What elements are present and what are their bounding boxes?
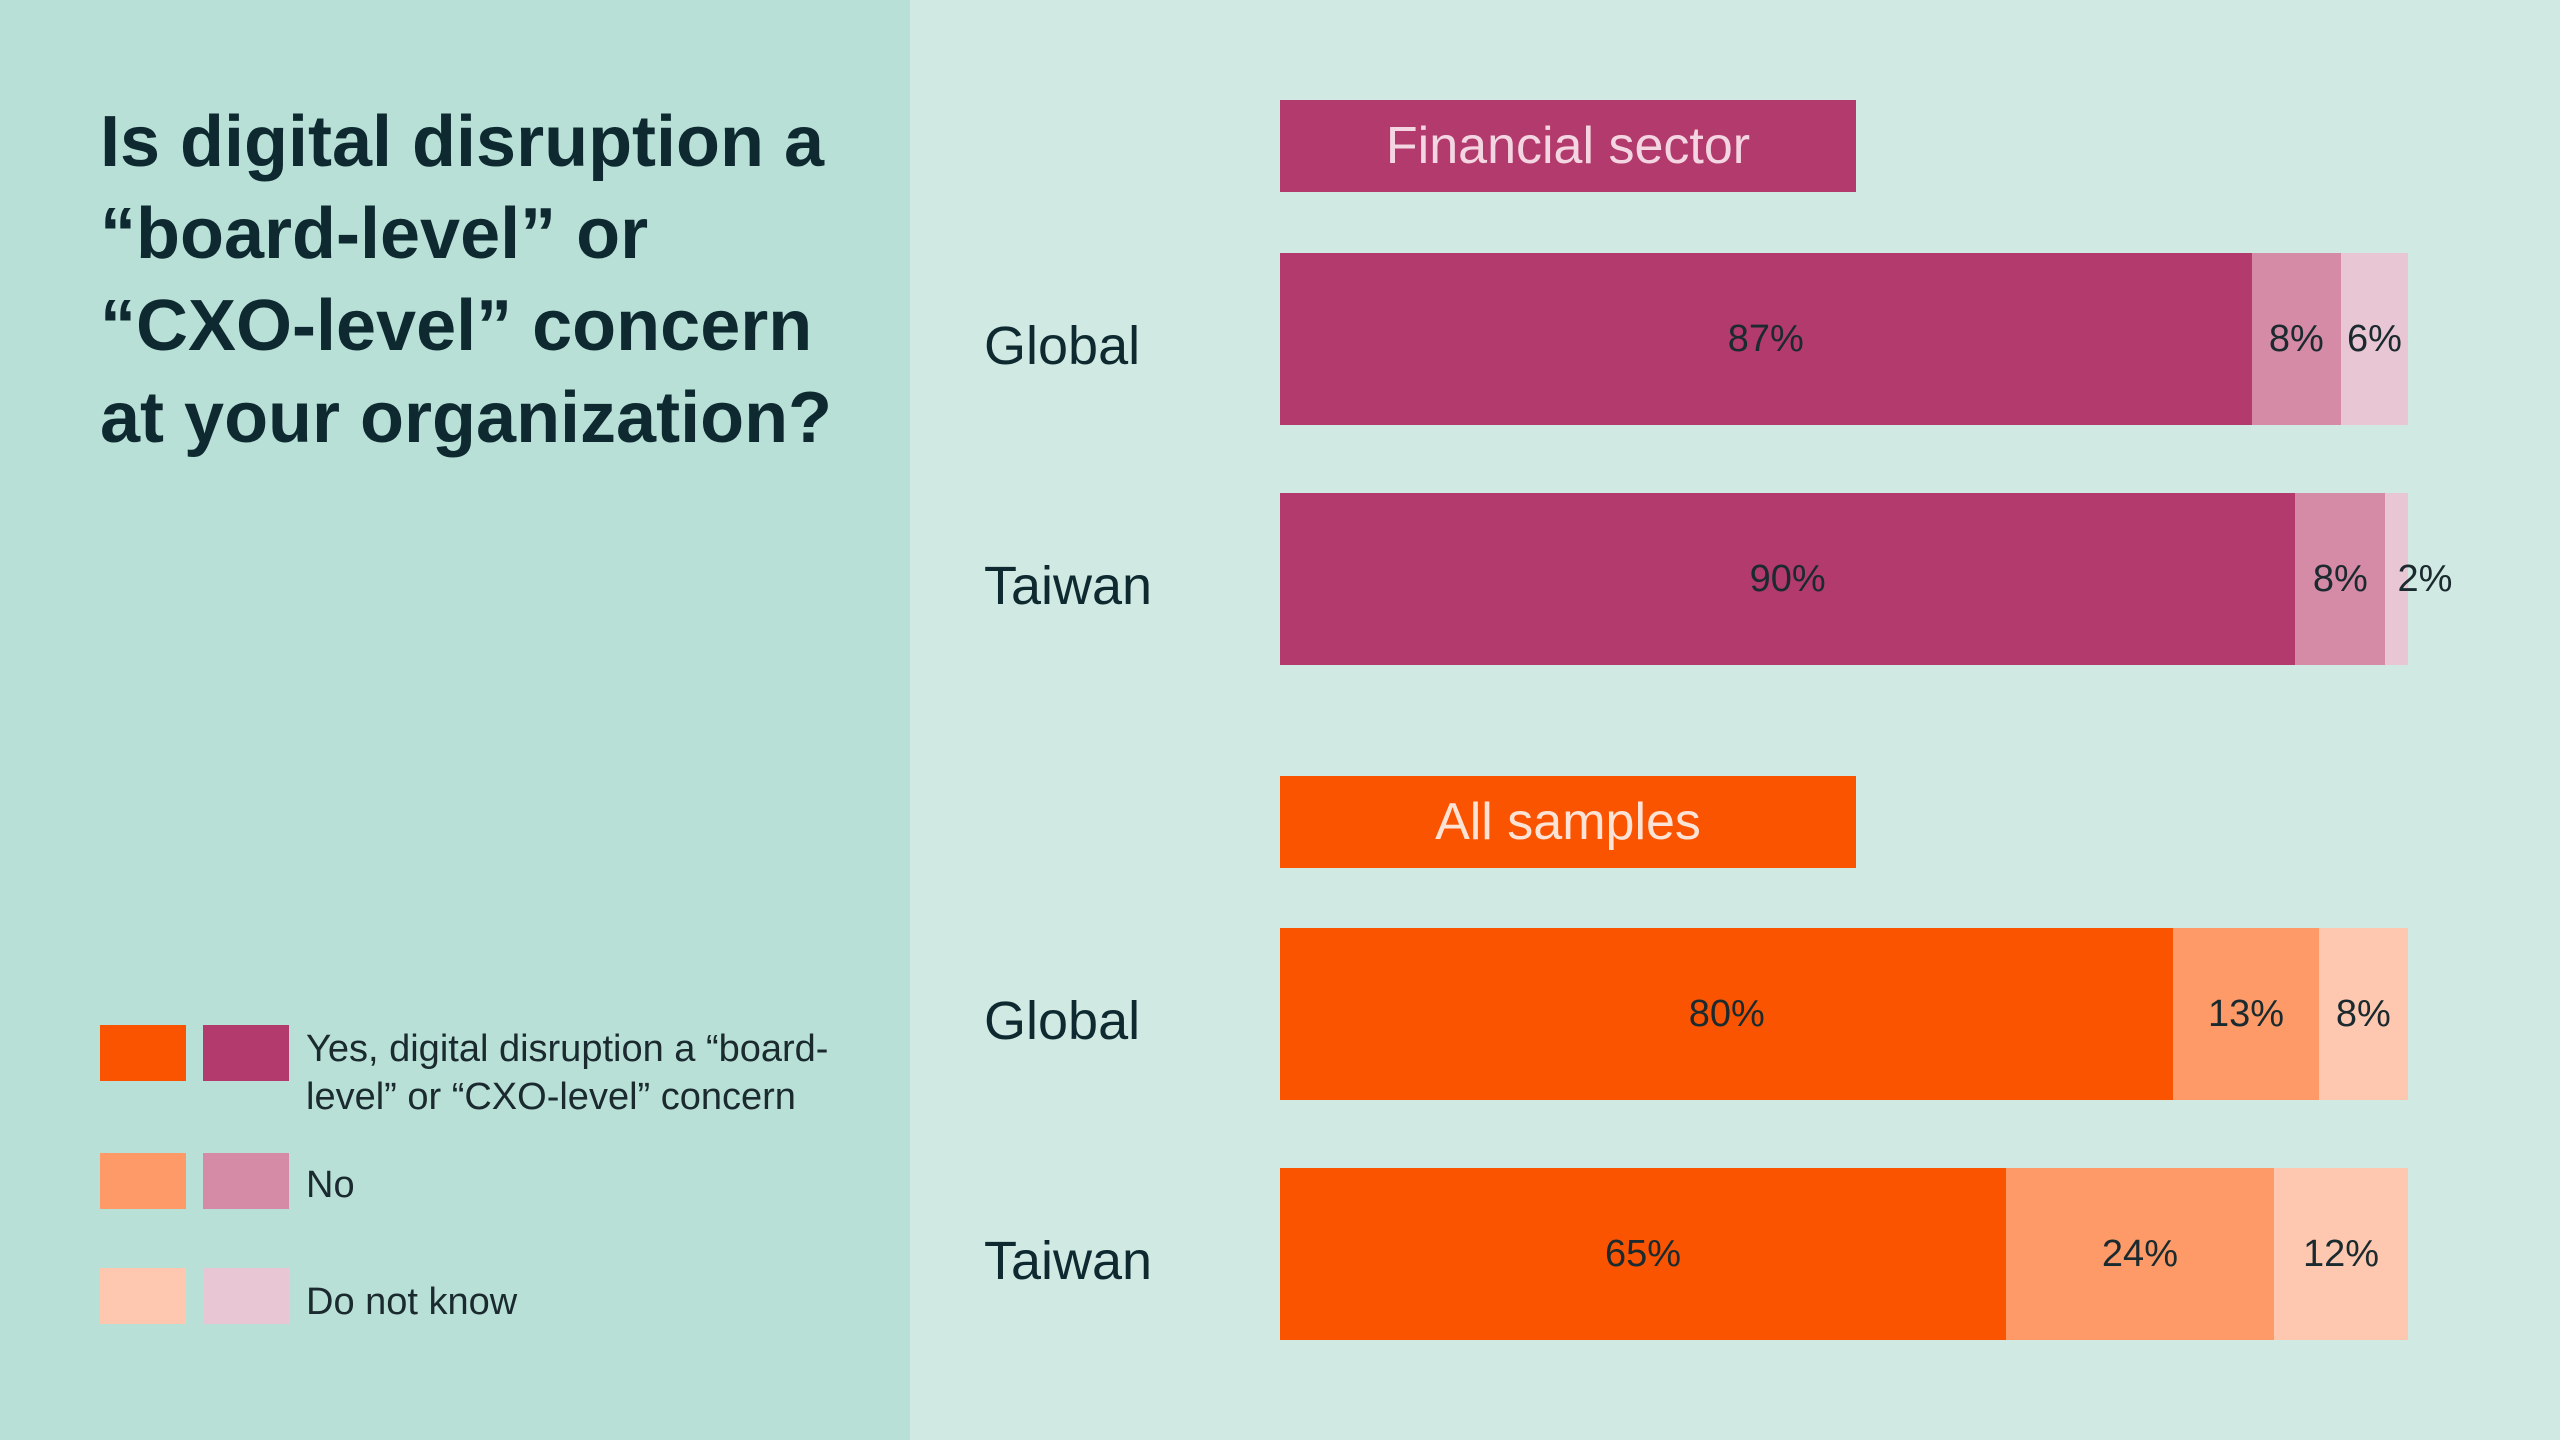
data-label: 8% xyxy=(2268,317,2324,360)
legend-swatch-dnk-financial xyxy=(203,1268,289,1324)
bar-segment-no: 13% xyxy=(2173,928,2319,1100)
bar-segment-yes: 65% xyxy=(1280,1168,2006,1340)
bar-segment-do-not-know: 12% xyxy=(2273,1168,2408,1340)
data-label: 80% xyxy=(1688,992,1765,1035)
data-label: 6% xyxy=(2347,317,2402,360)
data-label: 65% xyxy=(1604,1232,1681,1275)
legend-label-yes: Yes, digital disruption a “board-level” … xyxy=(306,1028,829,1118)
row-label-all-global: Global xyxy=(984,991,1141,1051)
legend-item-yes: Yes, digital disruption a “board-level” … xyxy=(100,1025,880,1118)
bar-segment-do-not-know: 6% xyxy=(2340,253,2408,425)
data-label: 90% xyxy=(1749,557,1826,600)
row-label-financial-global: Global xyxy=(984,316,1141,376)
bar-row-all-global: 80% 13% 8% xyxy=(1280,928,2408,1100)
data-label: 87% xyxy=(1727,317,1804,360)
bar-segment-yes: 87% xyxy=(1280,253,2252,425)
bar-segment-do-not-know: 2% xyxy=(2385,493,2452,665)
bar-row-financial-global: 87% 8% 6% xyxy=(1280,253,2408,425)
row-label-financial-taiwan: Taiwan xyxy=(984,556,1153,616)
data-label: 24% xyxy=(2101,1232,2178,1275)
bar-row-financial-taiwan: 90% 8% 2% xyxy=(1280,493,2452,665)
bar-segment-yes: 80% xyxy=(1280,928,2174,1100)
legend-item-do-not-know: Do not know xyxy=(100,1268,880,1348)
legend-swatch-dnk-all xyxy=(100,1268,186,1324)
data-label: 8% xyxy=(2335,992,2391,1035)
data-label: 13% xyxy=(2208,992,2285,1035)
legend-label-no: No xyxy=(306,1164,355,1206)
row-label-all-taiwan: Taiwan xyxy=(984,1231,1153,1291)
group-header-all-samples: All samples xyxy=(1280,776,1856,868)
legend-swatch-yes-financial xyxy=(203,1025,289,1081)
legend-swatch-no-financial xyxy=(203,1153,289,1209)
bar-segment-do-not-know: 8% xyxy=(2318,928,2408,1100)
legend-swatch-yes-all xyxy=(100,1025,186,1081)
bar-segment-yes: 90% xyxy=(1280,493,2296,665)
bar-segment-no: 8% xyxy=(2295,493,2386,665)
group-header-financial-sector: Financial sector xyxy=(1280,100,1856,192)
bar-segment-no: 24% xyxy=(2005,1168,2274,1340)
legend-item-no: No xyxy=(100,1153,880,1233)
left-panel: Is digital disruption a “board-level” or… xyxy=(0,0,910,1440)
legend-swatch-no-all xyxy=(100,1153,186,1209)
data-label: 12% xyxy=(2302,1232,2379,1275)
data-label: 8% xyxy=(2312,557,2368,600)
bar-row-all-taiwan: 65% 24% 12% xyxy=(1280,1168,2408,1340)
chart-title: Is digital disruption a “board-level” or… xyxy=(100,102,833,458)
bar-segment-no: 8% xyxy=(2251,253,2341,425)
legend-label-do-not-know: Do not know xyxy=(306,1281,518,1323)
data-label: 2% xyxy=(2397,557,2453,600)
